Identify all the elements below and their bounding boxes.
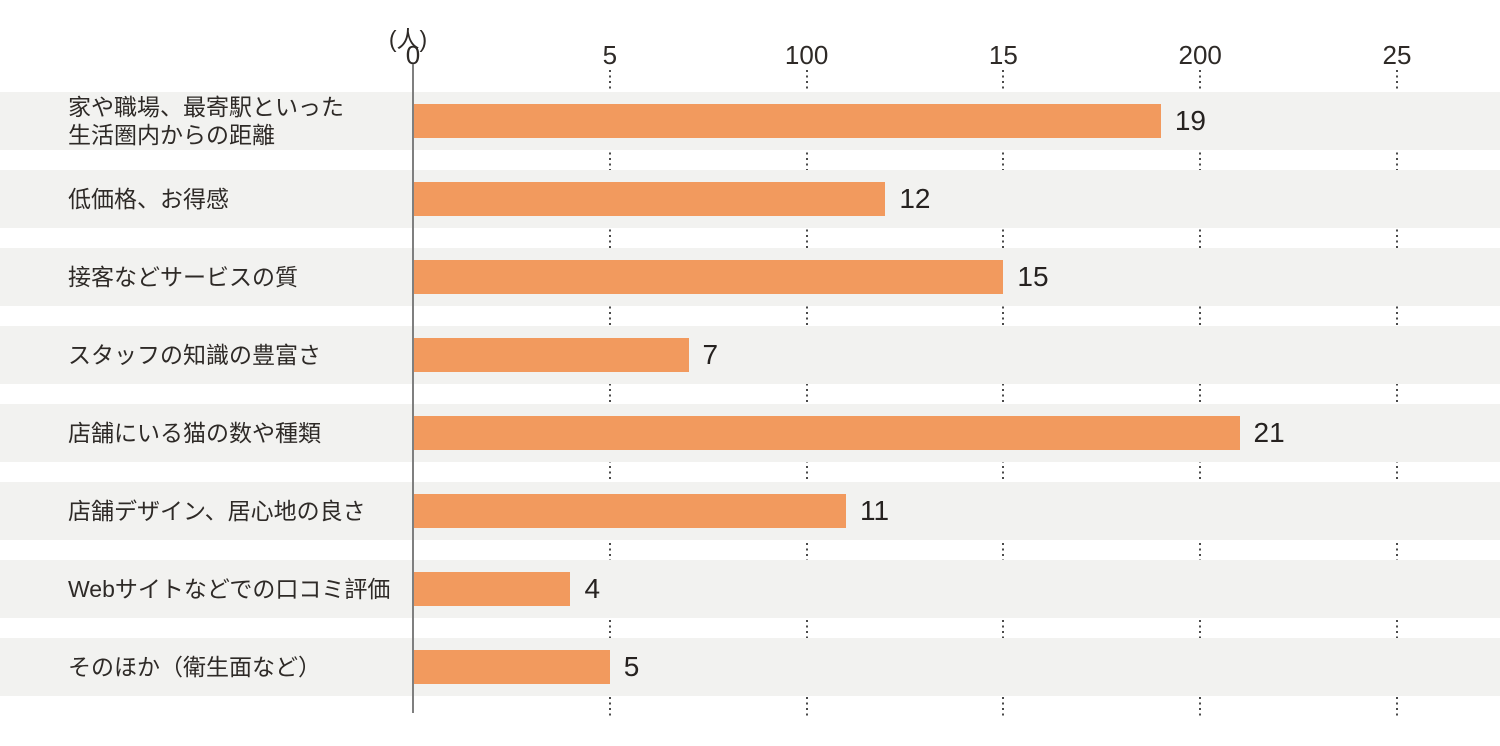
category-label: Webサイトなどでの口コミ評価 [68,576,391,602]
grid-line [608,70,611,716]
x-tick-label: 100 [784,40,829,70]
x-tick-label: 200 [1178,40,1222,70]
grid-line [1199,70,1202,716]
bar [413,104,1161,138]
category-label: 低価格、お得感 [68,186,229,212]
category-label: 接客などサービスの質 [68,264,298,290]
bar [413,650,610,684]
row-band: Webサイトなどでの口コミ評価 4 [0,560,1500,618]
bar [413,572,571,606]
value-label: 21 [1253,417,1285,448]
bar [413,182,886,216]
category-label: 店舗にいる猫の数や種類 [68,420,321,446]
y-axis-line [412,64,414,713]
value-label: 12 [899,183,931,214]
row-band: 接客などサービスの質 15 [0,248,1500,306]
category-label: そのほか（衛生面など） [68,654,321,680]
bar [413,338,689,372]
bar [413,494,846,528]
row-band: 店舗にいる猫の数や種類 21 [0,404,1500,462]
grid-line [1002,70,1005,716]
x-tick-label: 15 [988,40,1018,70]
row-band: 店舗デザイン、居心地の良さ 11 [0,482,1500,540]
value-label: 5 [623,651,640,682]
value-label: 7 [702,339,719,370]
value-label: 15 [1017,261,1049,292]
x-tick-label: 25 [1382,40,1412,70]
category-label: スタッフの知識の豊富さ [68,342,321,368]
value-label: 4 [584,573,601,604]
x-tick-label: 5 [602,40,618,70]
x-tick-label: 0 [405,40,421,70]
bar [413,260,1004,294]
row-band: 低価格、お得感 12 [0,170,1500,228]
category-label: 店舗デザイン、居心地の良さ [68,498,366,524]
value-label: 19 [1174,105,1206,136]
grid-line [805,70,808,716]
category-label: 家や職場、最寄駅といった 生活圏内からの距離 [68,94,344,148]
row-band: スタッフの知識の豊富さ 7 [0,326,1500,384]
grid-line [1396,70,1398,716]
row-band: そのほか（衛生面など） 5 [0,638,1500,696]
bar [413,416,1240,450]
row-band: 家や職場、最寄駅といった 生活圏内からの距離 19 [0,92,1500,150]
axis-unit-label: (人) [388,26,428,52]
value-label: 11 [859,495,890,526]
